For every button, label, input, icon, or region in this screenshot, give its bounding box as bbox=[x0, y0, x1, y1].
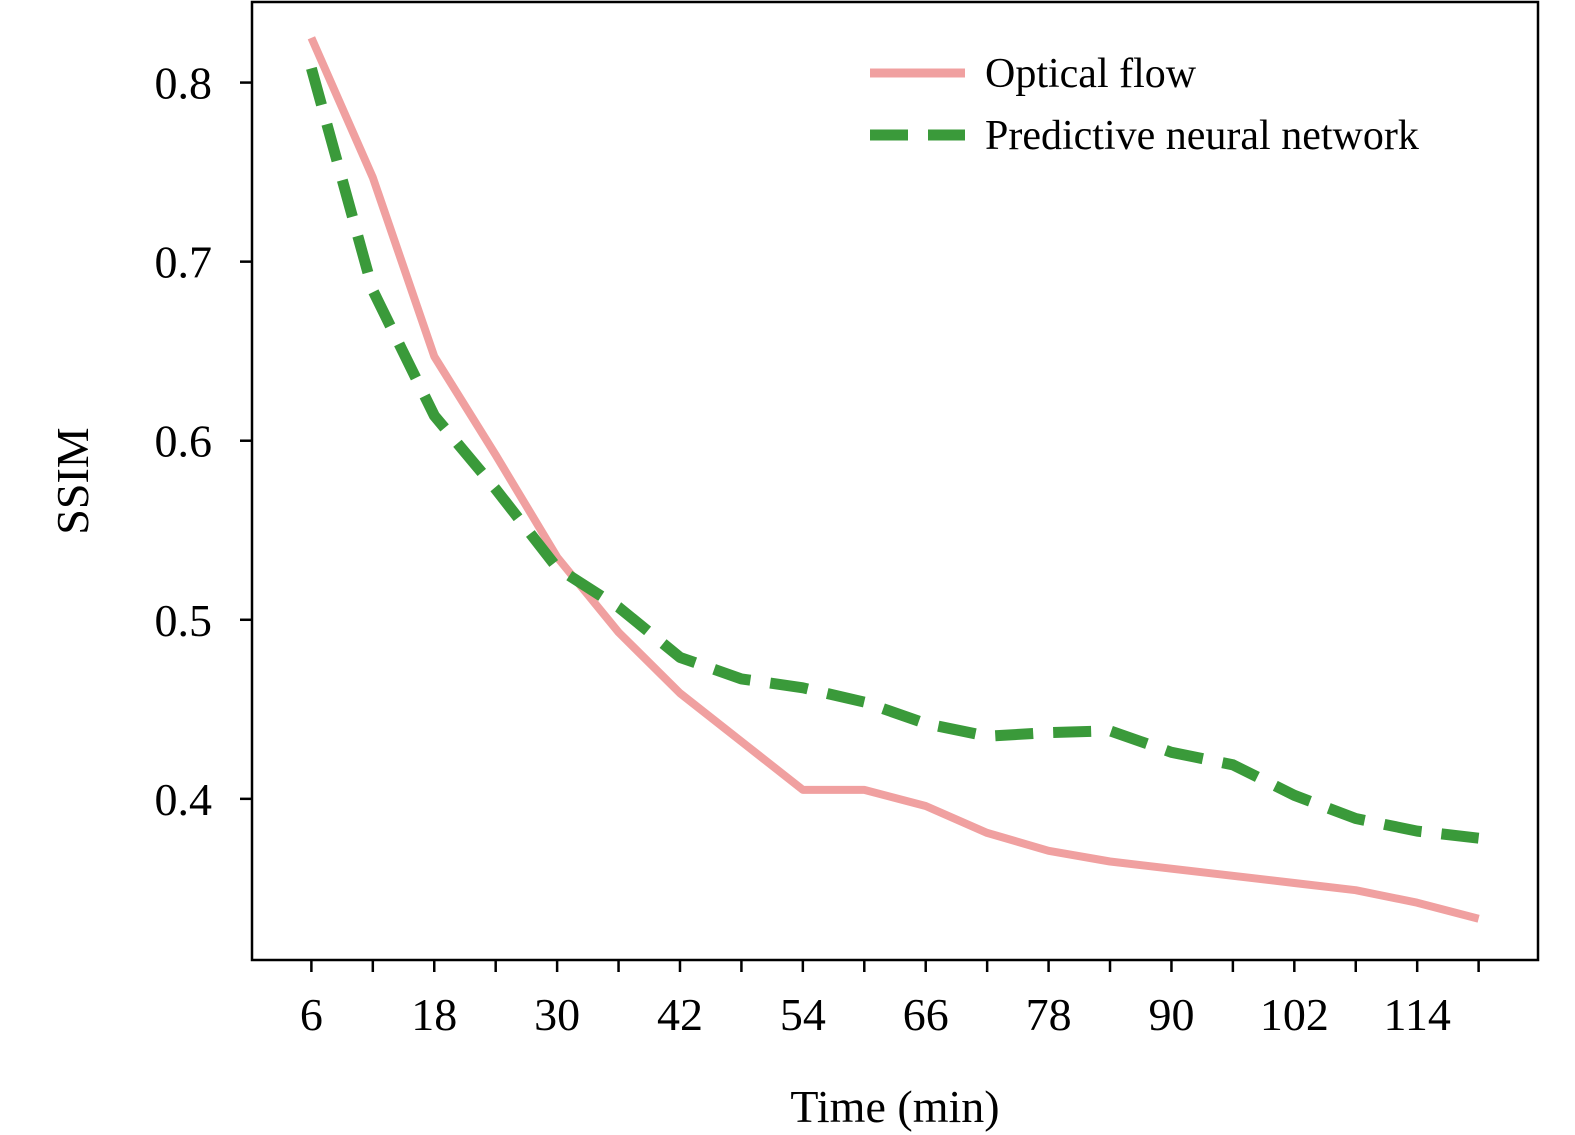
y-tick-label: 0.8 bbox=[155, 58, 213, 109]
y-tick-label: 0.5 bbox=[155, 595, 213, 646]
x-tick-label: 78 bbox=[1026, 989, 1072, 1040]
legend-label: Predictive neural network bbox=[985, 113, 1419, 159]
x-tick-label: 66 bbox=[903, 989, 949, 1040]
x-tick-label: 114 bbox=[1384, 989, 1451, 1040]
x-tick-label: 90 bbox=[1148, 989, 1194, 1040]
y-tick-label: 0.4 bbox=[155, 774, 213, 825]
x-tick-label: 42 bbox=[657, 989, 703, 1040]
legend-label: Optical flow bbox=[985, 51, 1197, 97]
plot-frame bbox=[250, 0, 1540, 962]
x-tick-label: 18 bbox=[411, 989, 457, 1040]
x-tick-label: 30 bbox=[534, 989, 580, 1040]
x-tick-label: 6 bbox=[300, 989, 323, 1040]
y-tick-label: 0.7 bbox=[155, 237, 213, 288]
x-tick-label: 102 bbox=[1260, 989, 1329, 1040]
x-axis-title: Time (min) bbox=[790, 1081, 999, 1132]
y-tick-label: 0.6 bbox=[155, 416, 213, 467]
series-line-optical-flow bbox=[307, 36, 1480, 923]
x-tick-label: 54 bbox=[780, 989, 826, 1040]
y-axis-title: SSIM bbox=[47, 427, 98, 534]
series-line-predictive-neural-network bbox=[306, 66, 1480, 844]
